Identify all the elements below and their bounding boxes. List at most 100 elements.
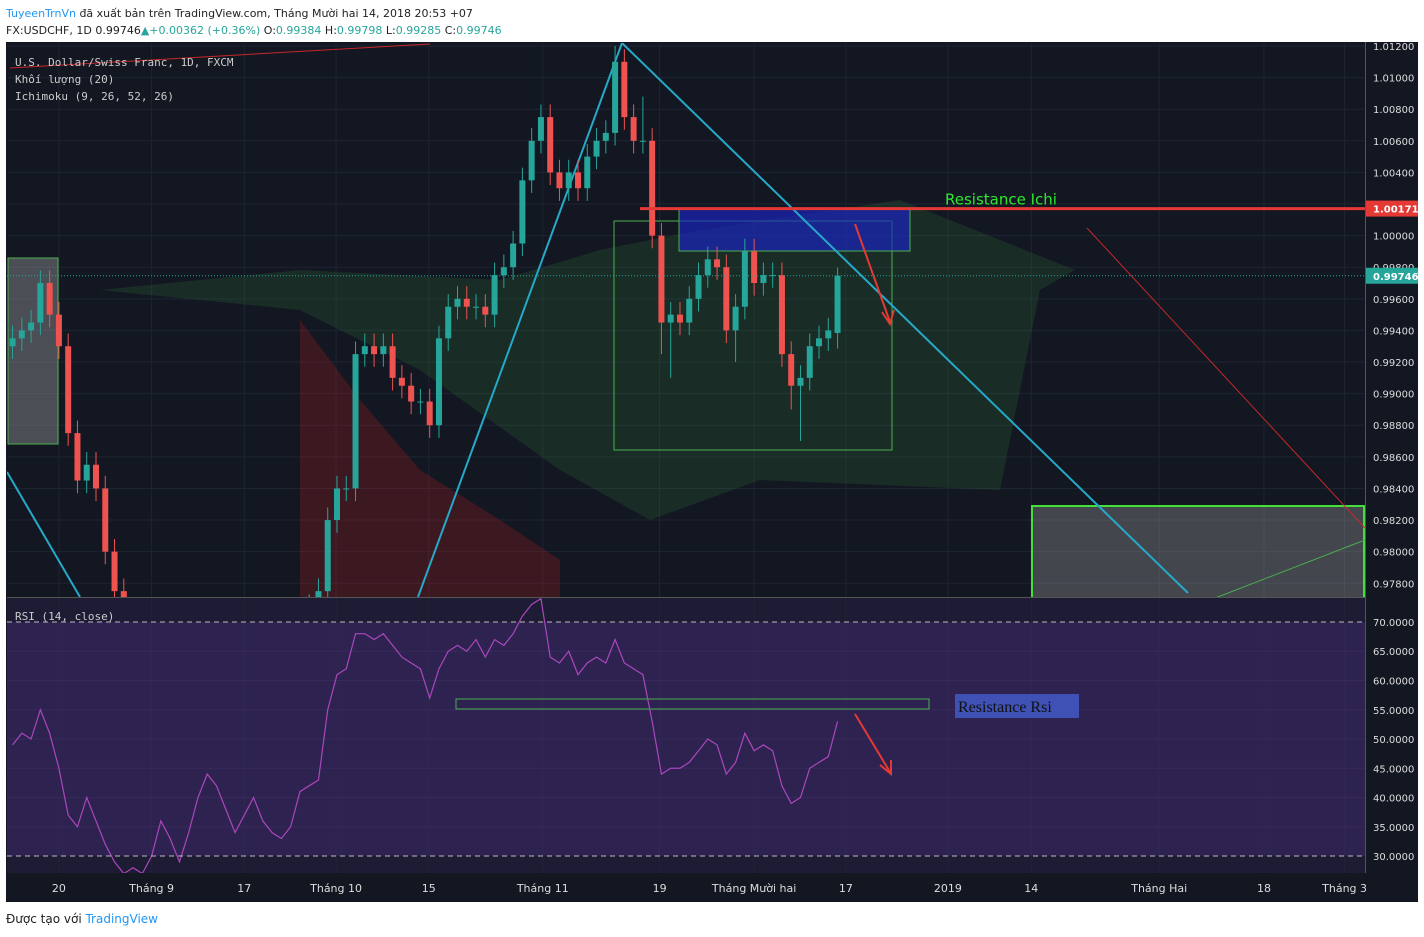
candle-body [806, 346, 813, 378]
candle-body [361, 346, 368, 355]
c: 0.99746 [456, 24, 502, 37]
drawings [7, 43, 1365, 597]
candle-body [797, 377, 804, 386]
chart: 0.97800 0.98000 0.98200 0.98400 0.98600 0.988… [6, 42, 1418, 902]
candle-body [639, 140, 646, 142]
h: 0.99798 [336, 24, 383, 37]
candle-body [65, 346, 72, 434]
candle-body [343, 488, 350, 490]
candle-body [630, 117, 637, 141]
resistance-label: Resistance Ichi [945, 191, 1057, 209]
symbol: FX:USDCHF, 1D [6, 24, 92, 37]
y-tick-label: 30.0000 [1373, 852, 1414, 863]
trend-line [1086, 227, 1365, 529]
candle-body [74, 433, 81, 481]
candle-body [825, 330, 832, 339]
candle-body [55, 314, 62, 347]
candle-body [83, 464, 90, 481]
y-tick-label: 1.01000 [1373, 74, 1414, 85]
candle-body [408, 385, 415, 402]
y-tick-label: 45.0000 [1373, 764, 1414, 775]
arrow [854, 223, 895, 327]
y-tick-label: 0.98600 [1373, 453, 1414, 464]
candle-body [602, 132, 609, 141]
legend-entry: Ichimoku (9, 26, 52, 26) [15, 90, 174, 103]
price-tag-label: 1.00171 [1373, 205, 1418, 216]
candle-body [333, 488, 340, 521]
candle-body [491, 275, 498, 315]
y-tick-label: 40.0000 [1373, 794, 1414, 805]
y-tick-label: 65.0000 [1373, 647, 1414, 658]
candle-body [28, 322, 35, 331]
published: đã xuất bản trên TradingView.com, Tháng … [79, 7, 473, 20]
y-tick-label: 0.99200 [1373, 358, 1414, 369]
candle-body [111, 551, 118, 592]
h-label: H: [324, 24, 337, 37]
y-tick-label: 1.00000 [1373, 232, 1414, 243]
candle-body [46, 283, 53, 315]
x-tick-label: Tháng 3 [1321, 882, 1367, 895]
candle-body [778, 275, 785, 355]
l-label: L: [385, 24, 396, 37]
candle-body [528, 140, 535, 181]
candle-body [426, 401, 433, 426]
y-tick-label: 1.00800 [1373, 105, 1414, 116]
box [678, 207, 911, 252]
x-tick-label: 19 [653, 882, 667, 895]
price-tag [1366, 200, 1418, 217]
candle-body [547, 117, 554, 173]
candle-body [621, 61, 628, 118]
brand[interactable]: TradingView [85, 912, 158, 926]
x-tick-label: Tháng 10 [309, 882, 362, 895]
y-tick-label: 0.98800 [1373, 421, 1414, 432]
y-tick-label: 60.0000 [1373, 677, 1414, 688]
footer: Được tạo với TradingView [6, 912, 158, 926]
header-line: TuyeenTrnVn đã xuất bản trên TradingView… [6, 7, 473, 20]
candle-body [565, 172, 572, 189]
arrow [854, 713, 892, 777]
last: 0.99746 [95, 24, 141, 37]
y-tick-label: 0.99000 [1373, 390, 1414, 401]
y-tick-label: 55.0000 [1373, 706, 1414, 717]
candle-body [741, 251, 748, 307]
candle-body [556, 172, 563, 189]
candle-body [760, 275, 767, 284]
y-tick-label: 35.0000 [1373, 823, 1414, 834]
candle-body [398, 377, 405, 386]
candle-body [667, 314, 674, 323]
x-tick-label: 15 [422, 882, 436, 895]
o: 0.99384 [275, 24, 322, 37]
candle-body [92, 464, 99, 489]
candle-body [723, 267, 730, 331]
candle-body [37, 283, 44, 323]
trend-line [621, 43, 1189, 594]
candle-body [417, 401, 424, 403]
x-tick-label: Tháng Mười hai [711, 882, 796, 895]
candle-body [704, 259, 711, 276]
candle-body [324, 520, 331, 592]
candle-body [834, 275, 841, 333]
candle-body [575, 172, 582, 189]
candle-body [482, 306, 489, 315]
trend-line [1216, 539, 1365, 597]
candle-body [9, 338, 16, 347]
legend-entry: U.S. Dollar/Swiss Franc, 1D, FXCM [15, 56, 234, 69]
candle-body [380, 346, 387, 355]
rsi-line [12, 598, 839, 873]
candle-body [120, 591, 127, 597]
candle-body [695, 275, 702, 299]
header-line: FX:USDCHF, 1D 0.99746▲+0.00362 (+0.36%) … [6, 24, 502, 37]
x-tick-label: Tháng Hai [1130, 882, 1187, 895]
ichimoku-cloud [100, 200, 1075, 520]
candle-body [352, 354, 359, 489]
x-tick-label: 17 [237, 882, 251, 895]
price-tag [1366, 267, 1418, 284]
x-tick-label: 14 [1024, 882, 1038, 895]
rsi-band [7, 621, 1365, 857]
y-tick-label: 1.00400 [1373, 168, 1414, 179]
l: 0.99285 [395, 24, 442, 37]
candle-body [463, 298, 470, 307]
box [455, 698, 930, 710]
trend-line [417, 43, 623, 597]
candle-body [473, 306, 480, 308]
